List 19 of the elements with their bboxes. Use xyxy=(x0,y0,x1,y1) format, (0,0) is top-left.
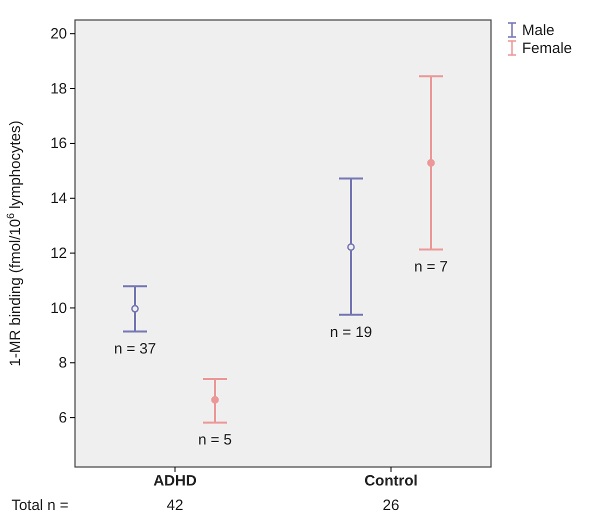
y-tick-label: 12 xyxy=(50,244,67,262)
text: 26 xyxy=(382,497,400,514)
annotation: n = 37 xyxy=(114,340,156,358)
y-tick-label: 6 xyxy=(58,409,67,426)
legend-label: Female xyxy=(522,40,572,57)
y-tick-label: 18 xyxy=(50,80,67,98)
y-tick-label: 16 xyxy=(50,135,67,152)
annotation: n = 7 xyxy=(414,258,448,276)
x-tick-label: ADHD xyxy=(153,472,197,490)
y-tick-label: 20 xyxy=(50,26,67,43)
annotation: n = 5 xyxy=(198,432,232,449)
x-tick-label: Control xyxy=(364,472,418,490)
annotation: n = 19 xyxy=(330,324,372,341)
text: 42 xyxy=(166,497,184,514)
text: Total n = xyxy=(11,497,69,514)
legend-label: Male xyxy=(522,22,555,39)
y-tick-label: 8 xyxy=(58,354,67,372)
y-tick-label: 14 xyxy=(50,190,67,208)
y-tick-label: 10 xyxy=(50,300,67,317)
